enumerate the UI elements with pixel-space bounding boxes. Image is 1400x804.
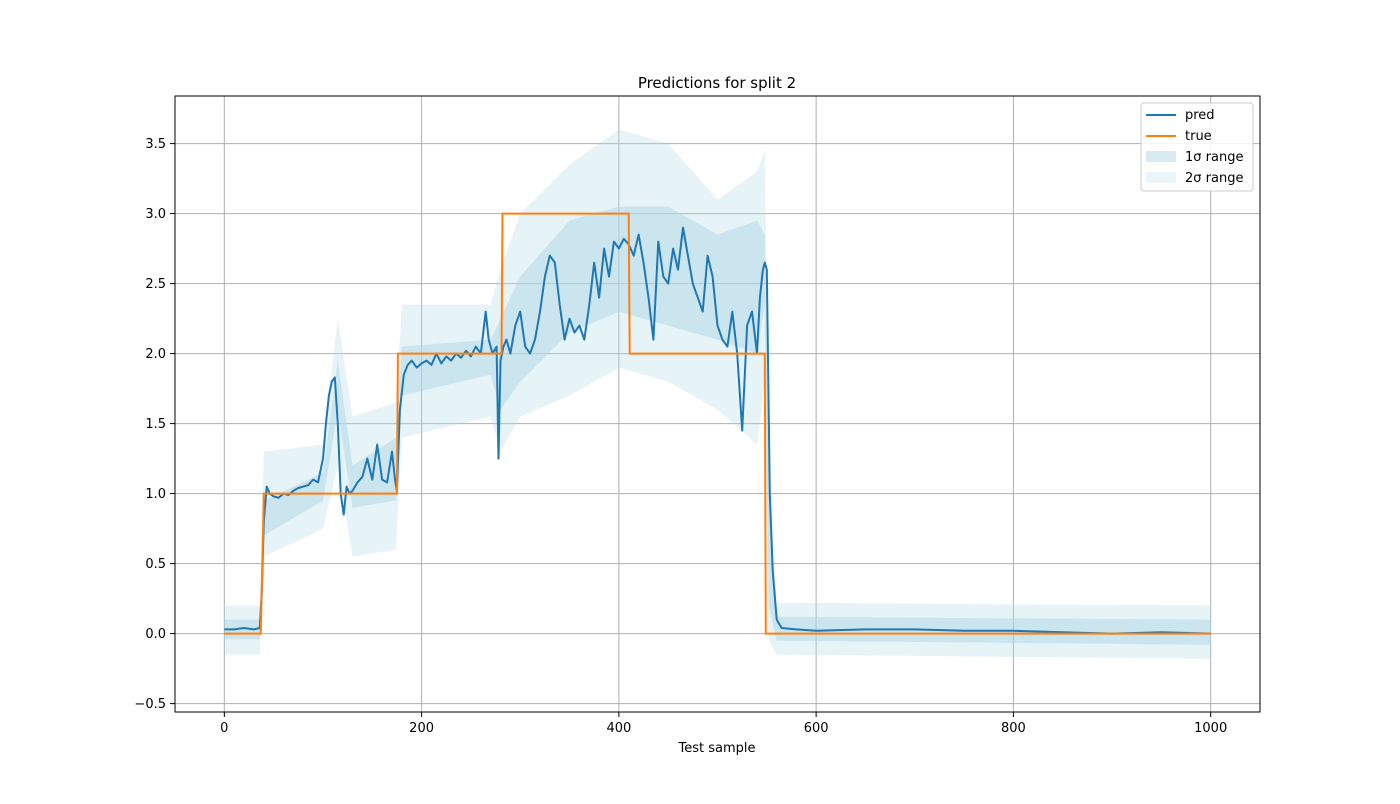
legend-1sigma-swatch (1146, 151, 1176, 162)
x-tick-label: 200 (409, 721, 434, 736)
x-axis-ticks: 0 200 400 600 800 1000 (220, 712, 1227, 736)
y-tick-label: 2.5 (145, 277, 166, 292)
legend-box (1140, 102, 1254, 192)
y-tick-label: 1.5 (145, 417, 166, 432)
y-tick-label: 0.5 (145, 557, 166, 572)
x-tick-label: 400 (606, 721, 631, 736)
y-tick-label: 3.0 (145, 207, 166, 222)
x-tick-label: 1000 (1194, 721, 1227, 736)
legend-1sigma-label: 1σ range (1185, 150, 1243, 165)
x-tick-label: 800 (1001, 721, 1026, 736)
legend-2sigma-label: 2σ range (1185, 171, 1243, 186)
y-tick-label: 0.0 (145, 627, 166, 642)
y-tick-label: −0.5 (134, 697, 166, 712)
x-axis-label: Test sample (678, 741, 756, 756)
y-axis-ticks: −0.5 0.0 0.5 1.0 1.5 2.0 2.5 3.0 3.5 (134, 137, 175, 712)
grid (175, 96, 1260, 712)
y-tick-label: 1.0 (145, 487, 166, 502)
legend: pred true 1σ range 2σ range (1140, 102, 1254, 192)
x-tick-label: 0 (220, 721, 228, 736)
y-tick-label: 2.0 (145, 347, 166, 362)
chart-title: Predictions for split 2 (638, 74, 796, 92)
series-line-pred (224, 226, 1211, 635)
band-1sigma-area (224, 206, 1211, 645)
band-2sigma (224, 129, 1211, 659)
band-2sigma-area (224, 129, 1211, 659)
series-line-true (224, 212, 1211, 635)
legend-2sigma-swatch (1146, 172, 1176, 183)
x-tick-label: 600 (804, 721, 829, 736)
legend-true-label: true (1185, 129, 1212, 144)
y-tick-label: 3.5 (145, 137, 166, 152)
band-1sigma (224, 206, 1211, 645)
plot-frame (174, 95, 1261, 713)
series (224, 212, 1211, 635)
legend-pred-label: pred (1185, 108, 1215, 123)
